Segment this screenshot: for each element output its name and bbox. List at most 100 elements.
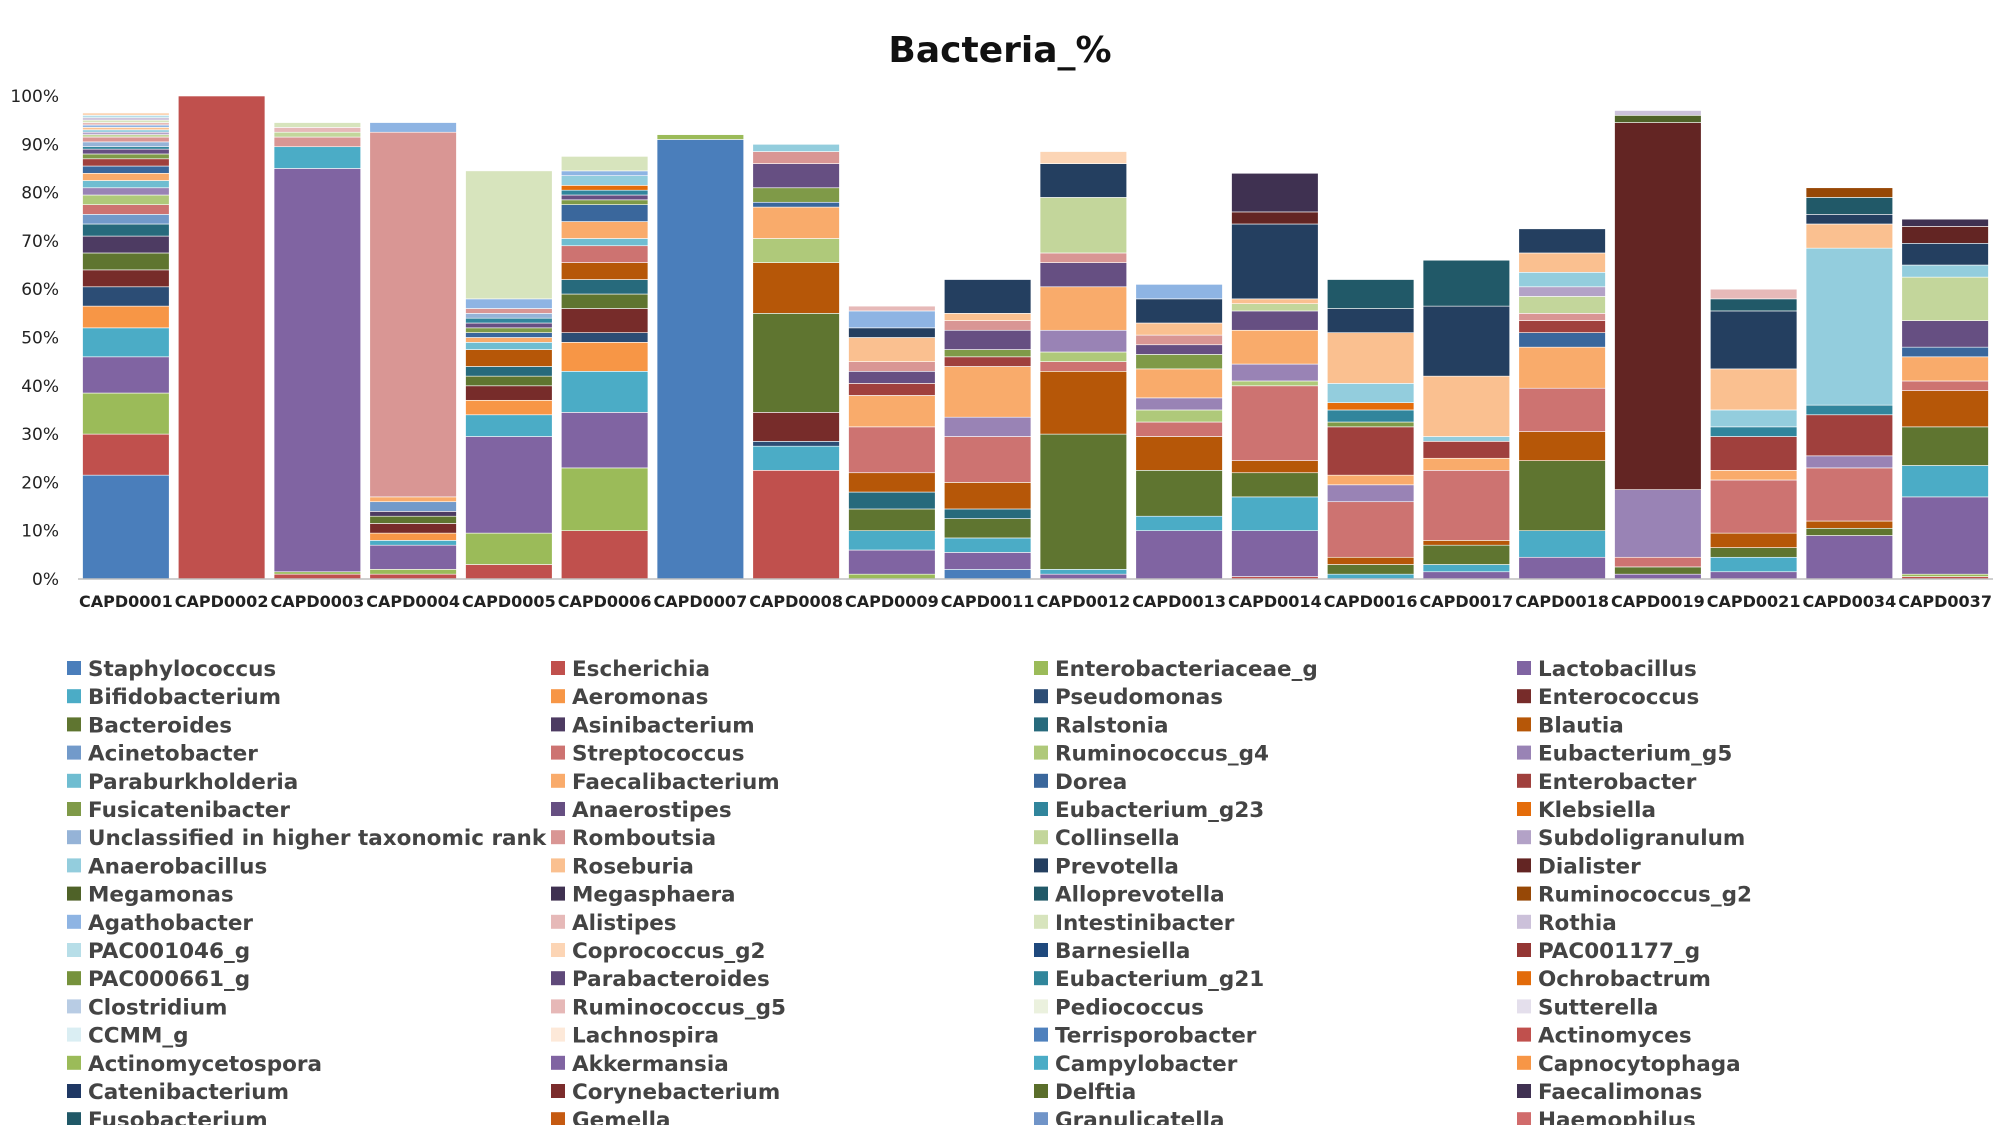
legend-item: Dialister (1517, 854, 1641, 879)
bar-segment (1901, 356, 1989, 382)
bar-segment (1710, 571, 1798, 580)
bar-segment (560, 221, 649, 239)
bar-segment (1135, 515, 1223, 532)
bar-segment (465, 298, 553, 309)
bar-segment (1518, 228, 1606, 254)
bar-segment (465, 436, 553, 534)
bar-segment (848, 310, 936, 329)
y-tick-label: 90% (21, 135, 59, 155)
legend-swatch (1034, 886, 1048, 901)
x-tick-label: CAPD0034 (1803, 592, 1897, 611)
x-tick-label: CAPD0009 (845, 592, 939, 611)
bar-segment (465, 414, 553, 437)
bar-segment (1901, 320, 1989, 348)
bar-segment (1710, 310, 1798, 370)
legend-swatch (1034, 1027, 1048, 1042)
legend-label: Intestinibacter (1055, 911, 1235, 936)
legend-swatch (551, 773, 565, 788)
legend-label: Ruminococcus_g5 (572, 995, 786, 1020)
legend-swatch (1034, 999, 1048, 1014)
bar-segment (1327, 564, 1415, 575)
bar-segment (82, 119, 170, 123)
bar-segment (1518, 387, 1606, 432)
legend-item: Ruminococcus_g5 (551, 995, 786, 1020)
legend-label: CCMM_g (88, 1024, 189, 1049)
bar-segment (1518, 332, 1606, 348)
bar-segment (465, 313, 553, 319)
legend-swatch (551, 858, 565, 873)
legend-label: Subdoligranulum (1538, 826, 1745, 851)
bar-segment (1039, 163, 1128, 198)
bar-segment (1039, 569, 1128, 575)
legend-item: Sutterella (1517, 995, 1658, 1020)
bar-segment (1518, 320, 1606, 333)
bar-segment (1518, 286, 1606, 297)
bar-segment (369, 569, 457, 575)
legend-label: Blautia (1538, 713, 1624, 738)
legend-item: Fusicatenibacter (67, 798, 290, 823)
legend-item: Faecalimonas (1517, 1080, 1702, 1105)
bar-segment (465, 564, 553, 580)
bar-segment (1135, 334, 1223, 346)
bar-segment (465, 337, 553, 343)
bar-segment (369, 532, 457, 541)
legend-label: Eubacterium_g23 (1055, 798, 1264, 823)
bar-segment (560, 332, 649, 343)
bar-segment (943, 356, 1032, 367)
legend-label: Enterobacteriaceae_g (1055, 657, 1318, 682)
bar-segment (82, 124, 170, 128)
x-tick-label: CAPD0037 (1898, 592, 1992, 611)
bar-segment (82, 286, 170, 307)
bar-segment (1135, 409, 1223, 423)
legend-item: Barnesiella (1034, 939, 1190, 964)
x-tick-label: CAPD0018 (1515, 592, 1609, 611)
legend-swatch (551, 886, 565, 901)
legend-label: Sutterella (1538, 995, 1658, 1020)
bar-segment (560, 185, 649, 191)
bar-segment (943, 482, 1032, 510)
legend-item: Eubacterium_g5 (1517, 742, 1732, 767)
bar-segment (1231, 496, 1319, 532)
legend-item: Actinomyces (1517, 1024, 1692, 1049)
bar-segment (1327, 332, 1415, 384)
bar-segment (82, 194, 170, 205)
bar-segment (848, 327, 936, 338)
legend-item: Lactobacillus (1517, 657, 1697, 682)
bar-segment (82, 214, 170, 225)
bar-segment (465, 385, 553, 401)
legend-label: Roseburia (572, 854, 694, 879)
legend-item: Terrisporobacter (1034, 1024, 1257, 1049)
bar-segment (1135, 436, 1223, 471)
legend-swatch (551, 689, 565, 704)
bar-segment (1231, 329, 1319, 365)
legend-item: Parabacteroides (551, 967, 770, 992)
legend-swatch (551, 999, 565, 1014)
bar-segment (560, 371, 649, 413)
bar-segment (1231, 472, 1319, 498)
y-tick-label: 70% (21, 232, 59, 252)
legend-label: Fusicatenibacter (88, 798, 290, 823)
legend-item: PAC001046_g (67, 939, 250, 964)
bar-segment (1135, 298, 1223, 324)
x-tick-label: CAPD0003 (271, 592, 365, 611)
bar-segment (1518, 313, 1606, 321)
legend-item: Bifidobacterium (67, 685, 281, 710)
x-tick-label: CAPD0005 (462, 592, 556, 611)
bar-segment (273, 136, 361, 148)
legend-item: Eubacterium_g21 (1034, 967, 1264, 992)
bar-segment (82, 146, 170, 150)
legend-label: Capnocytophaga (1538, 1052, 1741, 1077)
bar-segment (82, 327, 170, 358)
legend-label: Klebsiella (1538, 798, 1656, 823)
legend-label: Ruminococcus_g2 (1538, 883, 1752, 908)
legend-item: Acinetobacter (67, 742, 258, 767)
legend-label: Faecalibacterium (572, 770, 780, 795)
legend-label: Clostridium (88, 995, 227, 1020)
bar-segment (752, 412, 840, 442)
bar-segment (273, 131, 361, 138)
legend-swatch (1517, 971, 1531, 986)
bar-segment (560, 467, 649, 532)
bar-segment (1039, 262, 1128, 288)
chart-title: Bacteria_% (888, 30, 1111, 71)
bar-segment (1901, 226, 1989, 244)
